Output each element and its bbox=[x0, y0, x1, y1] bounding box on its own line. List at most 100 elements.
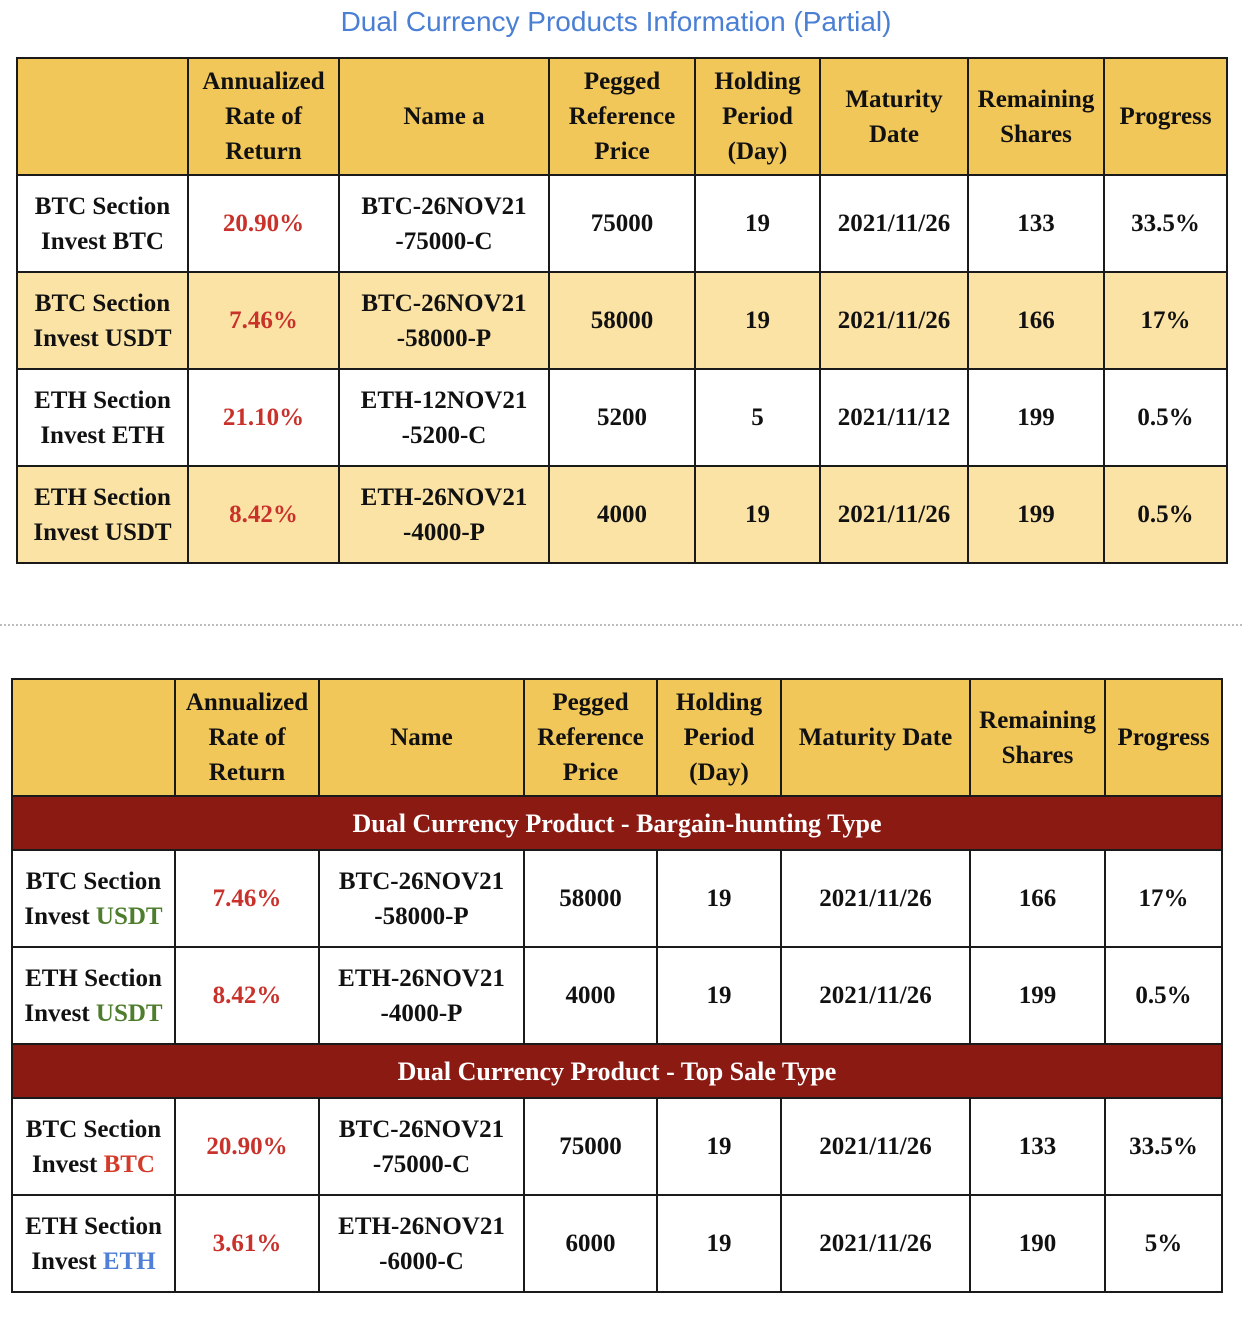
header-name: Name bbox=[318, 678, 525, 797]
remaining-shares-cell: 199 bbox=[967, 465, 1105, 564]
maturity-date-cell: 2021/11/26 bbox=[780, 946, 971, 1045]
section-cell: BTC Section Invest USDT bbox=[16, 271, 189, 370]
table-row: ETH Section Invest USDT 8.42% ETH-26NOV21… bbox=[16, 465, 1228, 564]
pegged-price-cell: 58000 bbox=[548, 271, 696, 370]
header-progress: Progress bbox=[1103, 57, 1228, 176]
header-rate: Annualized Rate of Return bbox=[187, 57, 340, 176]
maturity-date-cell: 2021/11/26 bbox=[780, 849, 971, 948]
holding-period-cell: 5 bbox=[694, 368, 821, 467]
holding-period-cell: 19 bbox=[656, 1097, 782, 1196]
pegged-price-cell: 6000 bbox=[523, 1194, 658, 1293]
section-cell: ETH Section Invest ETH bbox=[11, 1194, 176, 1293]
rate-cell: 3.61% bbox=[174, 1194, 320, 1293]
progress-cell: 5% bbox=[1104, 1194, 1223, 1293]
section-divider bbox=[0, 624, 1242, 626]
remaining-shares-cell: 133 bbox=[969, 1097, 1106, 1196]
section-title-row: Dual Currency Product - Top Sale Type bbox=[11, 1043, 1223, 1099]
header-pegged: Pegged Reference Price bbox=[523, 678, 658, 797]
header-maturity: Maturity Date bbox=[780, 678, 971, 797]
maturity-date-cell: 2021/11/26 bbox=[819, 174, 969, 273]
maturity-date-cell: 2021/11/26 bbox=[819, 465, 969, 564]
section-title-top-sale: Dual Currency Product - Top Sale Type bbox=[11, 1043, 1223, 1099]
product-name-cell: ETH-12NOV21 -5200-C bbox=[338, 368, 550, 467]
table-row: BTC Section Invest USDT 7.46% BTC-26NOV21… bbox=[11, 849, 1223, 948]
table-row: ETH Section Invest USDT 8.42% ETH-26NOV21… bbox=[11, 946, 1223, 1045]
header-holding: Holding Period (Day) bbox=[694, 57, 821, 176]
header-pegged: Pegged Reference Price bbox=[548, 57, 696, 176]
header-remaining: Remaining Shares bbox=[969, 678, 1106, 797]
progress-cell: 0.5% bbox=[1103, 465, 1228, 564]
pegged-price-cell: 75000 bbox=[523, 1097, 658, 1196]
header-progress: Progress bbox=[1104, 678, 1223, 797]
progress-cell: 33.5% bbox=[1104, 1097, 1223, 1196]
progress-cell: 17% bbox=[1103, 271, 1228, 370]
holding-period-cell: 19 bbox=[694, 174, 821, 273]
holding-period-cell: 19 bbox=[656, 1194, 782, 1293]
progress-cell: 0.5% bbox=[1104, 946, 1223, 1045]
coin-label: ETH bbox=[102, 1247, 156, 1275]
rate-cell: 8.42% bbox=[174, 946, 320, 1045]
section-cell: ETH Section Invest ETH bbox=[16, 368, 189, 467]
remaining-shares-cell: 199 bbox=[967, 368, 1105, 467]
product-name-cell: BTC-26NOV21 -58000-P bbox=[318, 849, 525, 948]
remaining-shares-cell: 166 bbox=[969, 849, 1106, 948]
section-cell: ETH Section Invest USDT bbox=[11, 946, 176, 1045]
section-cell: BTC Section Invest BTC bbox=[11, 1097, 176, 1196]
header-blank bbox=[11, 678, 176, 797]
coin-label: BTC bbox=[103, 1150, 155, 1178]
table-row: ETH Section Invest ETH 21.10% ETH-12NOV21… bbox=[16, 368, 1228, 467]
remaining-shares-cell: 133 bbox=[967, 174, 1105, 273]
section-cell: BTC Section Invest BTC bbox=[16, 174, 189, 273]
section-cell: BTC Section Invest USDT bbox=[11, 849, 176, 948]
rate-cell: 7.46% bbox=[187, 271, 340, 370]
section-title-bargain: Dual Currency Product - Bargain-hunting … bbox=[11, 795, 1223, 851]
product-name-cell: BTC-26NOV21 -75000-C bbox=[318, 1097, 525, 1196]
product-name-cell: ETH-26NOV21 -4000-P bbox=[318, 946, 525, 1045]
rate-cell: 8.42% bbox=[187, 465, 340, 564]
rate-cell: 20.90% bbox=[174, 1097, 320, 1196]
pegged-price-cell: 58000 bbox=[523, 849, 658, 948]
table-row: BTC Section Invest BTC 20.90% BTC-26NOV21… bbox=[11, 1097, 1223, 1196]
header-remaining: Remaining Shares bbox=[967, 57, 1105, 176]
table-header-row: Annualized Rate of Return Name Pegged Refer… bbox=[11, 678, 1223, 797]
coin-label: USDT bbox=[95, 902, 163, 930]
section-title-row: Dual Currency Product - Bargain-hunting … bbox=[11, 795, 1223, 851]
page-title: Dual Currency Products Information (Part… bbox=[340, 6, 892, 37]
remaining-shares-cell: 166 bbox=[967, 271, 1105, 370]
remaining-shares-cell: 190 bbox=[969, 1194, 1106, 1293]
table-row: ETH Section Invest ETH 3.61% ETH-26NOV21-… bbox=[11, 1194, 1223, 1293]
header-maturity: Maturity Date bbox=[819, 57, 969, 176]
holding-period-cell: 19 bbox=[694, 465, 821, 564]
coin-label: USDT bbox=[95, 999, 163, 1027]
progress-cell: 33.5% bbox=[1103, 174, 1228, 273]
maturity-date-cell: 2021/11/26 bbox=[780, 1097, 971, 1196]
product-name-cell: BTC-26NOV21 -58000-P bbox=[338, 271, 550, 370]
header-rate: Annualized Rate of Return bbox=[174, 678, 320, 797]
header-holding: Holding Period (Day) bbox=[656, 678, 782, 797]
holding-period-cell: 19 bbox=[656, 946, 782, 1045]
progress-cell: 0.5% bbox=[1103, 368, 1228, 467]
pegged-price-cell: 5200 bbox=[548, 368, 696, 467]
pegged-price-cell: 4000 bbox=[523, 946, 658, 1045]
table-row: BTC Section Invest USDT 7.46% BTC-26NOV21… bbox=[16, 271, 1228, 370]
holding-period-cell: 19 bbox=[656, 849, 782, 948]
header-name: Name a bbox=[338, 57, 550, 176]
product-name-cell: ETH-26NOV21 -4000-P bbox=[338, 465, 550, 564]
products-table-by-type: Annualized Rate of Return Name Pegged Refer… bbox=[11, 678, 1223, 1293]
product-name-cell: BTC-26NOV21 -75000-C bbox=[338, 174, 550, 273]
pegged-price-cell: 75000 bbox=[548, 174, 696, 273]
rate-cell: 21.10% bbox=[187, 368, 340, 467]
rate-cell: 20.90% bbox=[187, 174, 340, 273]
table-header-row: Annualized Rate of Return Name a Pegged Ref… bbox=[16, 57, 1228, 176]
progress-cell: 17% bbox=[1104, 849, 1223, 948]
maturity-date-cell: 2021/11/26 bbox=[780, 1194, 971, 1293]
remaining-shares-cell: 199 bbox=[969, 946, 1106, 1045]
rate-cell: 7.46% bbox=[174, 849, 320, 948]
table-row: BTC Section Invest BTC 20.90% BTC-26NOV21… bbox=[16, 174, 1228, 273]
pegged-price-cell: 4000 bbox=[548, 465, 696, 564]
holding-period-cell: 19 bbox=[694, 271, 821, 370]
maturity-date-cell: 2021/11/12 bbox=[819, 368, 969, 467]
products-table-partial: Annualized Rate of Return Name a Pegged Ref… bbox=[16, 57, 1228, 564]
section-cell: ETH Section Invest USDT bbox=[16, 465, 189, 564]
maturity-date-cell: 2021/11/26 bbox=[819, 271, 969, 370]
